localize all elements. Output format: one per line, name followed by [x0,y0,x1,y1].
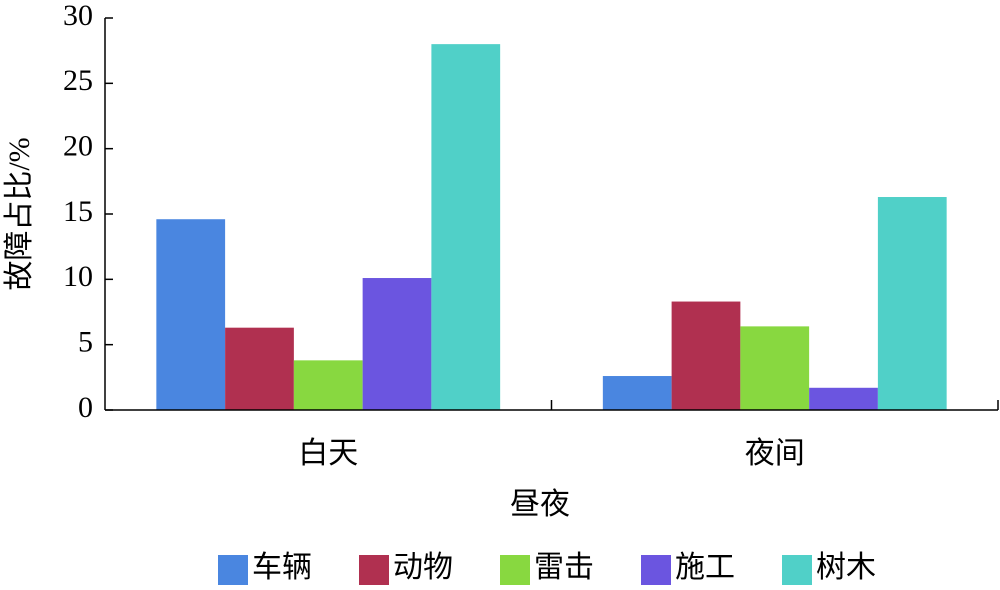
y-tick-label: 10 [63,260,93,293]
x-tick-label: 夜间 [745,437,805,470]
legend-swatch [500,555,530,585]
x-axis-label: 昼夜 [510,488,570,521]
bar [225,327,294,410]
y-tick-label: 25 [63,64,93,97]
y-tick-label: 30 [63,0,93,32]
bar [431,44,501,411]
bar [156,219,226,410]
bar [293,360,363,410]
bar [877,197,947,410]
bar [809,387,878,410]
bar [362,278,432,410]
y-tick-label: 15 [63,195,93,228]
bar [602,376,672,410]
legend-label: 雷击 [534,551,594,584]
legend-label: 车辆 [252,551,312,584]
y-axis-label: 故障占比/% [3,137,36,290]
legend-swatch [641,555,671,585]
y-tick-label: 20 [63,130,93,163]
bar [671,301,741,410]
legend-swatch [218,555,248,585]
legend-label: 动物 [393,551,453,584]
legend-swatch [359,555,389,585]
y-tick-label: 5 [78,326,93,359]
legend-label: 施工 [675,551,735,584]
legend-label: 树木 [816,551,876,584]
legend-swatch [782,555,812,585]
y-tick-label: 0 [78,391,93,424]
x-tick-label: 白天 [298,437,358,470]
bar [740,326,810,410]
